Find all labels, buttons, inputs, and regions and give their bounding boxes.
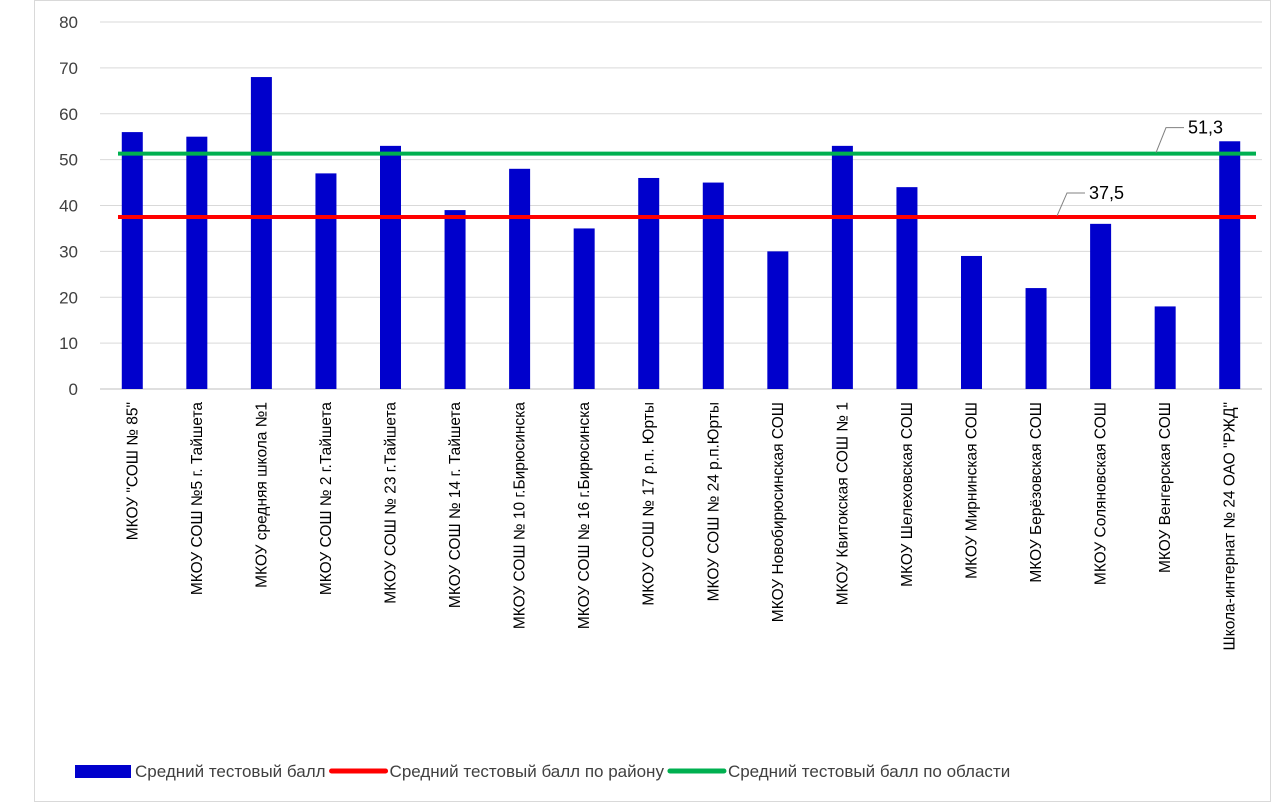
legend-swatch bbox=[75, 765, 131, 778]
y-axis-ticks: 0 10 20 30 40 50 60 70 80 bbox=[59, 13, 78, 399]
bar bbox=[250, 77, 272, 390]
x-tick-label: МКОУ СОШ № 17 р.п. Юрты bbox=[641, 402, 658, 606]
x-tick-label: МКОУ СОШ № 16 г.Бирюсинска bbox=[576, 402, 593, 630]
y-tick-label: 60 bbox=[59, 105, 78, 124]
x-tick-label: МКОУ Венгерская СОШ bbox=[1157, 402, 1174, 573]
bar bbox=[315, 173, 337, 389]
x-tick-label: МКОУ Квитокская СОШ № 1 bbox=[834, 402, 851, 605]
x-tick-label: МКОУ СОШ № 24 р.п.Юрты bbox=[705, 402, 722, 601]
bar bbox=[961, 255, 982, 389]
bar bbox=[831, 145, 853, 389]
y-tick-label: 10 bbox=[59, 334, 78, 353]
bar bbox=[1025, 288, 1047, 389]
bar bbox=[573, 228, 595, 389]
bar bbox=[1219, 141, 1241, 389]
x-tick-label: МКОУ СОШ № 10 г.Бирюсинска bbox=[512, 402, 529, 630]
y-tick-label: 50 bbox=[59, 151, 78, 170]
y-tick-label: 0 bbox=[69, 380, 78, 399]
x-tick-label: МКОУ Мирнинская СОШ bbox=[964, 402, 981, 579]
chart-border bbox=[34, 0, 1271, 802]
x-tick-label: МКОУ средняя школа №1 bbox=[253, 402, 270, 588]
x-axis-labels: МКОУ "СОШ № 85" МКОУ СОШ №5 г. Тайшета МКО… bbox=[124, 402, 1238, 651]
reference-line-label: 51,3 bbox=[1188, 118, 1223, 138]
x-tick-label: МКОУ СОШ № 23 г.Тайшета bbox=[383, 402, 400, 604]
bar bbox=[1090, 223, 1112, 389]
x-tick-label: МКОУ Новобирюсинская СОШ bbox=[770, 402, 787, 622]
x-tick-label: МКОУ "СОШ № 85" bbox=[124, 402, 141, 540]
legend-label: Средний тестовый балл по области bbox=[728, 762, 1010, 781]
legend-label: Средний тестовый балл bbox=[135, 762, 326, 781]
gridlines bbox=[100, 21, 1262, 390]
reference-label-leader bbox=[1056, 192, 1085, 217]
y-tick-label: 40 bbox=[59, 197, 78, 216]
y-tick-label: 70 bbox=[59, 59, 78, 78]
bar bbox=[121, 132, 143, 389]
bar bbox=[509, 168, 531, 389]
bar bbox=[702, 182, 724, 389]
reference-lines: 37,5 51,3 bbox=[118, 118, 1256, 219]
legend: Средний тестовый балл Средний тестовый ба… bbox=[75, 762, 1010, 781]
y-tick-label: 80 bbox=[59, 13, 78, 32]
x-tick-label: МКОУ Шелеховская СОШ bbox=[899, 402, 916, 587]
bar bbox=[896, 187, 918, 389]
bar bbox=[1154, 306, 1176, 389]
x-tick-label: МКОУ СОШ №5 г. Тайшета bbox=[189, 402, 206, 596]
y-tick-label: 20 bbox=[59, 288, 78, 307]
x-tick-label: МКОУ Берёзовская СОШ bbox=[1028, 402, 1045, 583]
x-tick-label: Школа-интернат № 24 ОАО "РЖД" bbox=[1222, 402, 1239, 650]
reference-label-leader bbox=[1155, 127, 1184, 153]
reference-line-label: 37,5 bbox=[1089, 183, 1124, 203]
bar bbox=[380, 145, 401, 389]
bar bbox=[186, 136, 208, 389]
x-tick-label: МКОУ СОШ № 14 г. Тайшета bbox=[447, 402, 464, 608]
x-tick-label: МКОУ Соляновская СОШ bbox=[1093, 402, 1110, 585]
x-tick-label: МКОУ СОШ № 2 г.Тайшета bbox=[318, 402, 335, 596]
legend-label: Средний тестовый балл по району bbox=[390, 762, 665, 781]
bars bbox=[121, 77, 1241, 390]
bar bbox=[767, 251, 789, 389]
bar bbox=[444, 210, 466, 389]
bar bbox=[638, 177, 660, 389]
y-tick-label: 30 bbox=[59, 242, 78, 261]
